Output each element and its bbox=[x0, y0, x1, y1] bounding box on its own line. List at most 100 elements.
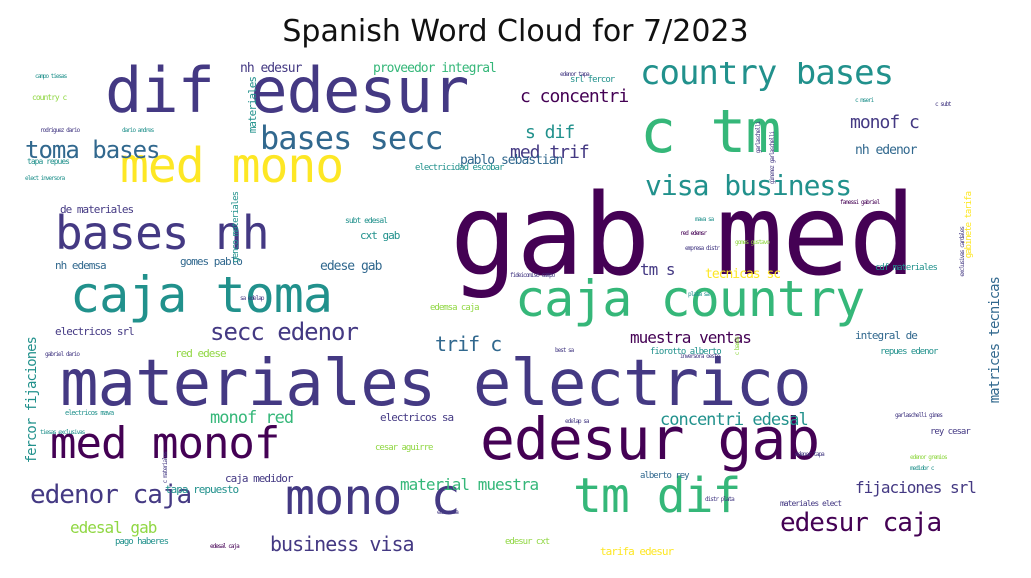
word-bases-secc: bases secc bbox=[260, 119, 444, 157]
word-edesur-cxt: edesur cxt bbox=[505, 537, 550, 547]
word-monof-red: monof red bbox=[210, 408, 294, 428]
word-red-edemsr: red edemsr bbox=[680, 230, 707, 237]
word-tm-s: tm s bbox=[640, 260, 676, 279]
word-cloud: gab med materiales electrico dif edesur caj… bbox=[25, 62, 1007, 562]
word-c-concentri: c concentri bbox=[520, 86, 629, 107]
word-electricos-sa: electricos sa bbox=[380, 411, 454, 424]
word-tarifa-edesur: tarifa edesur bbox=[600, 545, 674, 558]
word-edenor-tapa: edenor tapa bbox=[560, 71, 590, 78]
word-garlaschelli: garlaschelli bbox=[755, 122, 762, 154]
word-proveedor-integral: proveedor integral bbox=[373, 62, 497, 76]
word-gabinete-tarifa: gabinete tarifa bbox=[964, 192, 974, 259]
word-genco-materiales: genco materiales bbox=[231, 192, 241, 263]
word-med-monof: med monof bbox=[50, 418, 280, 469]
word-matrices-tecnicas: matrices tecnicas bbox=[987, 277, 1003, 404]
word-fercor-fijaciones: fercor fijaciones bbox=[25, 337, 40, 464]
word-edenor-tapa: edenor tapa bbox=[795, 451, 825, 458]
word-red-edese: red edese bbox=[175, 347, 227, 360]
word-medidor-c: medidor c bbox=[910, 465, 934, 472]
word-edemsa-caja: edemsa caja bbox=[430, 303, 480, 313]
word-fiorotto-alberto: fiorotto alberto bbox=[650, 347, 722, 357]
word-sa-edelap: sa edelap bbox=[240, 295, 264, 302]
word-secc-edenor: secc edenor bbox=[210, 318, 359, 346]
word-monof-c: monof c bbox=[850, 112, 920, 133]
word-gabriel-dario: gabriel dario bbox=[45, 351, 80, 358]
word-gimenez-garlaschelli: gimenez garlaschelli bbox=[769, 132, 776, 185]
word-edesa-sa: edesa sa bbox=[437, 509, 459, 516]
word-pablo-sebastian: pablo sebastian bbox=[460, 153, 563, 168]
word-cdf-materiales: cdf materiales bbox=[875, 263, 938, 273]
word-c-bases: c bases bbox=[734, 337, 741, 356]
word-trif-c: trif c bbox=[435, 332, 502, 356]
word-edesal-gab: edesal gab bbox=[70, 518, 157, 537]
word-edesur-caja: edesur caja bbox=[780, 508, 942, 538]
word-materiales-elect: materiales elect bbox=[780, 499, 842, 508]
word-mava-sa: mava sa bbox=[695, 216, 714, 223]
word-de-materiales: de materiales bbox=[60, 203, 134, 216]
word-toma-bases: toma bases bbox=[25, 136, 160, 164]
word-country-bases: country bases bbox=[640, 62, 894, 93]
word-gomes-gustavo: gomes gustavo bbox=[735, 239, 770, 246]
word-med-trif: med trif bbox=[510, 142, 590, 163]
word-fanessi-gabriel: fanessi gabriel bbox=[840, 199, 880, 206]
word-integral-de: integral de bbox=[855, 329, 918, 342]
word-tapa-repues: tapa repues bbox=[27, 157, 70, 166]
word-distr-plata: distr plata bbox=[705, 496, 735, 503]
word-c-subt: c subt bbox=[935, 101, 952, 108]
word-best-sa: best sa bbox=[555, 347, 574, 354]
word-edelap-sa: edelap sa bbox=[565, 418, 589, 425]
word-rodriguez-dario: rodriguez dario bbox=[40, 127, 80, 134]
word-srl-fercor: srl fercor bbox=[570, 75, 615, 85]
word-garlaschelli-gimes: garlaschelli gimes bbox=[895, 412, 943, 419]
word-tm-dif: tm dif bbox=[573, 468, 741, 524]
word-empresa-distr: empresa distr bbox=[685, 245, 720, 252]
word-plata-sa: plata sa bbox=[688, 291, 710, 298]
word-materiales-electrico: materiales electrico bbox=[60, 347, 812, 421]
word-edenor-gremios: edenor gremios bbox=[910, 454, 948, 461]
word-electricos-srl: electricos srl bbox=[55, 325, 135, 338]
word-dario-andres: dario andres bbox=[122, 127, 154, 134]
word-inversora-oeste: inversora oeste bbox=[680, 353, 720, 360]
word-tecnicas-sc: tecnicas sc bbox=[705, 267, 781, 282]
word-electricidad-escobar: electricidad escobar bbox=[415, 163, 504, 173]
word-fideicomiso-campo: fideicomiso campo bbox=[510, 272, 555, 279]
word-nh-edesur: nh edesur bbox=[240, 62, 302, 76]
word-dif-edesur: dif edesur bbox=[105, 62, 469, 127]
word-c-materiales: c materiales bbox=[162, 452, 169, 484]
word-tapa-repuesto: tapa repuesto bbox=[165, 483, 239, 496]
word-cesar-aguirre: cesar aguirre bbox=[375, 443, 433, 453]
word-repues-edenor: repues edenor bbox=[880, 347, 938, 357]
word-edesal-caja: edesal caja bbox=[210, 543, 240, 550]
word-visa-business: visa business bbox=[645, 169, 852, 202]
word-c-mseri: c mseri bbox=[855, 97, 874, 104]
word-edesur-gab: edesur gab bbox=[480, 405, 820, 473]
word-cxt-gab: cxt gab bbox=[360, 229, 400, 242]
word-tiesas-exclusivas: tiesas exclusivas bbox=[40, 429, 85, 436]
word-rey-cesar: rey cesar bbox=[930, 427, 971, 437]
word-concentri-edesal: concentri edesal bbox=[660, 410, 809, 430]
word-country-c: country c bbox=[32, 93, 67, 102]
word-pago-haberes: pago haberes bbox=[115, 537, 169, 547]
word-material-muestra: material muestra bbox=[400, 475, 539, 494]
word-business-visa: business visa bbox=[270, 532, 415, 556]
word-materiales: materiales bbox=[246, 77, 259, 134]
word-gomes-pablo: gomes pablo bbox=[180, 255, 243, 268]
word-gab-med: gab med bbox=[450, 171, 916, 301]
word-mono-c: mono c bbox=[285, 468, 461, 526]
word-s-dif: s dif bbox=[525, 122, 575, 143]
word-elect-inversora: elect inversora bbox=[25, 175, 65, 182]
word-nh-edenor: nh edenor bbox=[855, 143, 917, 158]
word-fijaciones-srl: fijaciones srl bbox=[855, 478, 977, 497]
chart-title: Spanish Word Cloud for 7/2023 bbox=[282, 14, 749, 49]
word-alberto-rey: alberto rey bbox=[640, 471, 690, 481]
word-campo-tiesas: campo tiesas bbox=[35, 73, 67, 80]
word-med-mono: med mono bbox=[120, 138, 344, 194]
word-nh-edemsa: nh edemsa bbox=[55, 259, 107, 272]
word-caja-toma: caja toma bbox=[70, 266, 333, 324]
word-caja-country: caja country bbox=[515, 270, 865, 328]
word-edenor-caja: edenor caja bbox=[30, 480, 192, 510]
word-subt-edesal: subt edesal bbox=[345, 216, 388, 225]
word-electricos-mava: electricos mava bbox=[65, 409, 114, 417]
word-edese-gab: edese gab bbox=[320, 259, 382, 274]
word-caja-medidor: caja medidor bbox=[225, 472, 293, 485]
